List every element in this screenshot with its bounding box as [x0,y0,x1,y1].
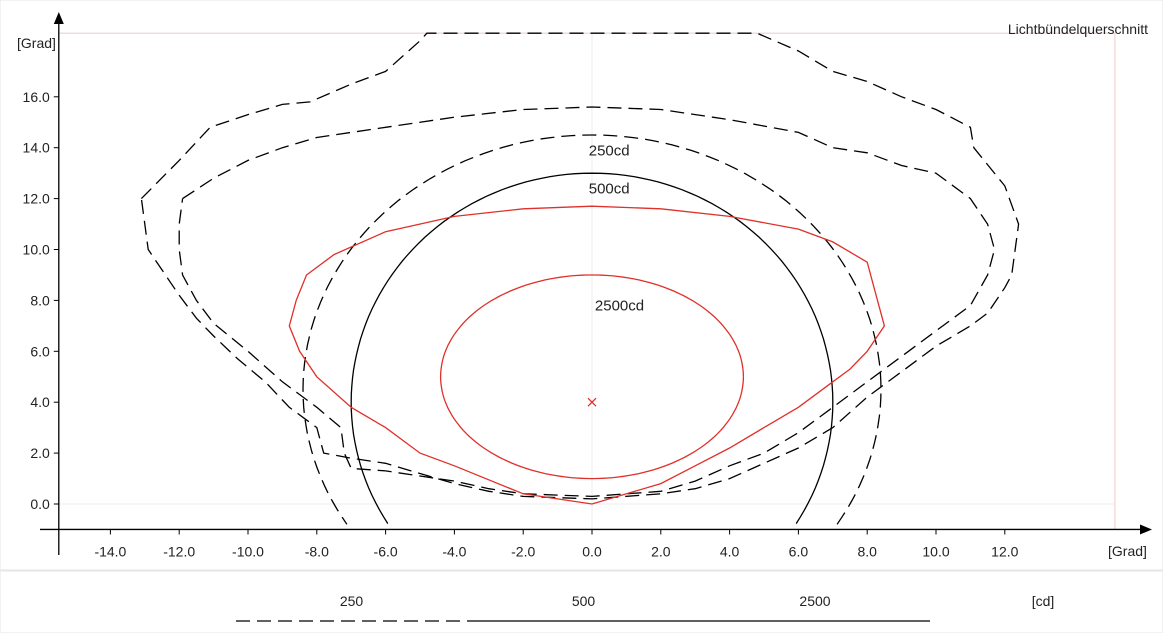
x-tick-label: -8.0 [305,543,329,559]
contour-500cd-solid-4 [288,205,886,505]
y-tick-label: 14.0 [23,140,50,156]
center-marker [587,397,597,407]
legend: 250 500 2500 [236,593,930,622]
y-tick-label: 16.0 [23,89,50,105]
x-tick-label: -4.0 [442,543,466,559]
y-tick-label: 8.0 [30,292,50,308]
contour-label-250cd: 250cd [589,142,630,159]
x-tick-label: -14.0 [94,543,126,559]
label-layer: 250cd 500cd 2500cd [589,142,644,314]
legend-label-2500: 2500 [799,593,830,609]
legend-label-500: 500 [572,593,596,609]
x-tick-label: 6.0 [789,543,809,559]
y-tick-label: 4.0 [30,394,50,410]
y-tick-label: 6.0 [30,343,50,359]
contour-label-500cd: 500cd [589,181,630,198]
y-axis-label: [Grad] [17,35,56,51]
y-tick-label: 12.0 [23,191,50,207]
contour-500cd-solid-3 [350,172,834,524]
x-tick-label: 10.0 [922,543,949,559]
contour-250cd-dashed-2 [302,134,882,525]
x-tick-label: 0.0 [582,543,602,559]
y-tick-label: 0.0 [30,496,50,512]
legend-unit: [cd] [1032,593,1055,609]
y-tick-label: 10.0 [23,242,50,258]
y-tick-label: 2.0 [30,445,50,461]
contour-2500cd-solid-5 [439,274,745,480]
contour-label-2500cd: 2500cd [595,298,644,315]
x-axis-arrow [1140,524,1152,535]
plot-frame [0,0,1163,571]
x-tick-label: -10.0 [232,543,264,559]
chart-title: Lichtbündelquerschnitt [1008,21,1148,37]
x-axis-label: [Grad] [1108,543,1147,559]
x-tick-label: 12.0 [991,543,1018,559]
x-tick-label: 8.0 [857,543,877,559]
x-tick-label: 4.0 [720,543,740,559]
axis-layer: -14.0 -12.0 -10.0 -8.0 -6.0 -4.0 -2.0 0.0 2.0 4.0… [23,12,1152,559]
x-tick-label: -6.0 [374,543,398,559]
x-tick-label: -12.0 [163,543,195,559]
y-axis-arrow [53,12,64,24]
x-tick-label: -2.0 [511,543,535,559]
x-tick-label: 2.0 [651,543,671,559]
legend-box [0,570,1163,634]
curve-layer [140,32,1020,525]
legend-label-250: 250 [340,593,364,609]
